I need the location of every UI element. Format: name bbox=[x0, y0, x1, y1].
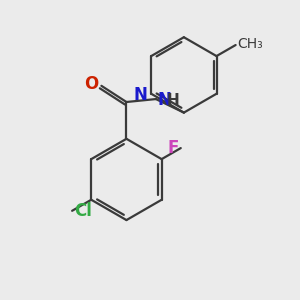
Text: Cl: Cl bbox=[74, 202, 92, 220]
Text: F: F bbox=[167, 139, 178, 157]
Text: N: N bbox=[158, 91, 171, 109]
Text: H: H bbox=[167, 93, 180, 108]
Text: N: N bbox=[134, 86, 148, 104]
Text: O: O bbox=[84, 75, 98, 93]
Text: CH₃: CH₃ bbox=[237, 37, 263, 51]
